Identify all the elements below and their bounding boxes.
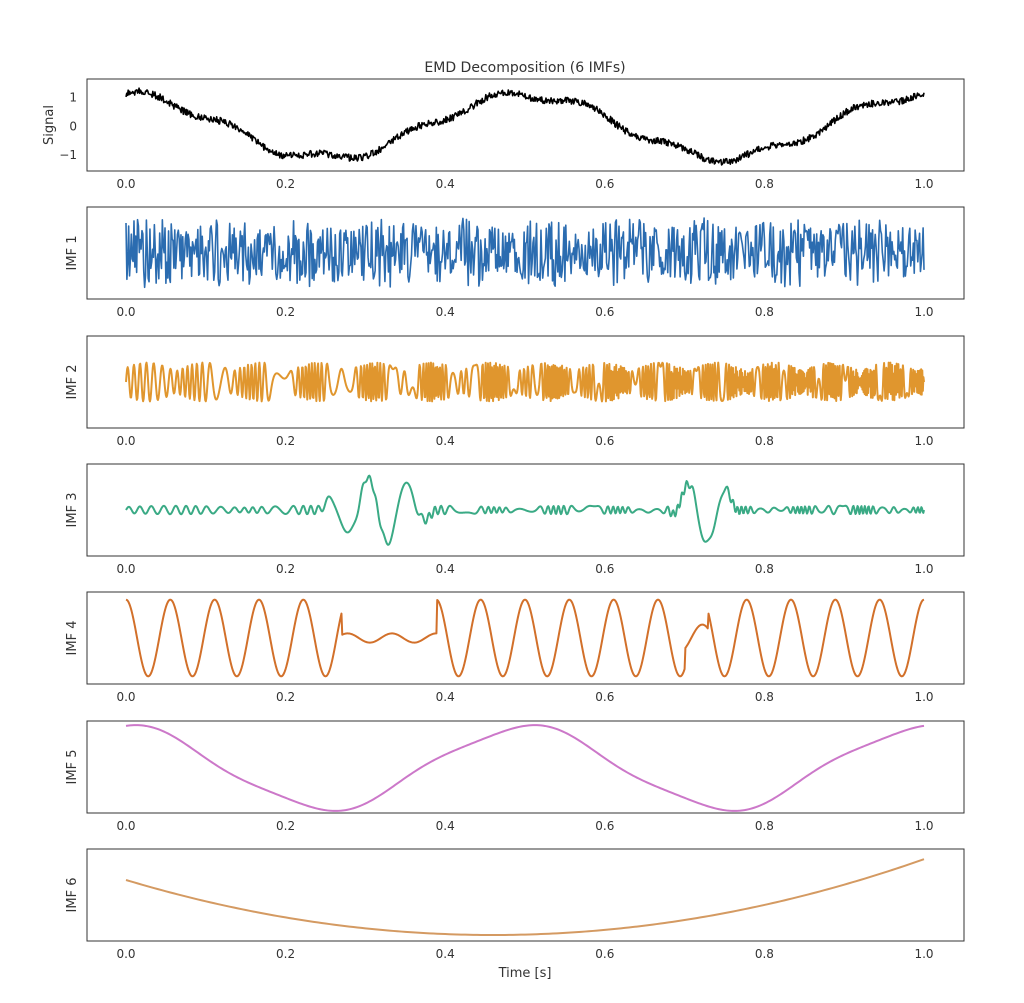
subplot-6: 0.0 0.2 0.4 0.6 0.8 1.0 IMF 5 [65,720,965,833]
x-tick-label: 0.4 [436,947,455,961]
x-tick-label: 0.2 [276,562,295,576]
chart-title: EMD Decomposition (6 IMFs) [424,60,625,76]
x-tick-label: 0.6 [595,305,614,319]
series-line-1 [125,87,925,166]
x-tick-label: 0.2 [276,434,295,448]
x-tick-label: 1.0 [914,690,933,704]
x-tick-label: 0.0 [116,690,135,704]
subplot-1: 0.0 0.2 0.4 0.6 0.8 1.0 Signal 1 0 −1 [42,78,965,191]
x-tick-label: 0.2 [276,819,295,833]
x-tick-label: 0.0 [116,819,135,833]
axes-frame [86,463,965,557]
subplot-stack: 0.0 0.2 0.4 0.6 0.8 1.0 Signal 1 0 −1 0.0 0.2 0.4 0.6… [42,78,965,961]
x-tick-label: 0.6 [595,947,614,961]
x-tick-label: 0.8 [755,690,774,704]
x-tick-label: 0.0 [116,177,135,191]
y-tick-label: −1 [59,148,77,162]
series-line-3 [125,361,925,403]
x-tick-label: 0.8 [755,819,774,833]
x-tick-label: 0.8 [755,434,774,448]
x-tick-label: 0.6 [595,177,614,191]
x-tick-label: 0.0 [116,562,135,576]
x-tick-label: 0.4 [436,819,455,833]
y-axis-label: IMF 4 [65,621,80,656]
x-tick-label: 0.4 [436,434,455,448]
axes-frame [86,720,965,814]
x-tick-label: 0.6 [595,434,614,448]
subplot-5: 0.0 0.2 0.4 0.6 0.8 1.0 IMF 4 [65,591,965,704]
subplot-4: 0.0 0.2 0.4 0.6 0.8 1.0 IMF 3 [65,463,965,576]
x-tick-label: 0.4 [436,690,455,704]
subplot-2: 0.0 0.2 0.4 0.6 0.8 1.0 IMF 1 [65,206,965,319]
y-axis-label: IMF 1 [65,236,80,271]
series-line-2 [125,217,925,289]
y-tick-label: 1 [69,91,77,105]
y-axis-label: Signal [42,105,57,145]
x-axis-label: Time [s] [498,966,552,981]
x-tick-label: 0.8 [755,305,774,319]
y-axis-label: IMF 3 [65,493,80,528]
x-tick-label: 1.0 [914,305,933,319]
subplot-7: 0.0 0.2 0.4 0.6 0.8 1.0 IMF 6 [65,848,965,961]
y-axis-label: IMF 2 [65,365,80,400]
x-tick-label: 0.4 [436,562,455,576]
x-tick-label: 0.4 [436,177,455,191]
y-tick-label: 0 [69,119,77,133]
x-tick-label: 0.4 [436,305,455,319]
x-tick-label: 0.2 [276,177,295,191]
x-tick-label: 0.2 [276,690,295,704]
x-tick-label: 0.0 [116,434,135,448]
x-tick-label: 0.6 [595,690,614,704]
y-axis-label: IMF 5 [65,750,80,785]
y-axis-label: IMF 6 [65,878,80,913]
axes-frame [86,335,965,429]
axes-frame [86,591,965,685]
x-tick-label: 0.0 [116,947,135,961]
x-tick-label: 0.6 [595,819,614,833]
axes-frame [86,848,965,942]
x-tick-label: 0.0 [116,305,135,319]
x-tick-label: 0.8 [755,562,774,576]
x-tick-label: 1.0 [914,562,933,576]
x-tick-label: 0.2 [276,305,295,319]
x-tick-label: 1.0 [914,819,933,833]
x-tick-label: 1.0 [914,434,933,448]
x-tick-label: 1.0 [914,947,933,961]
axes-frame [86,206,965,300]
series-line-4 [125,474,925,546]
series-line-5 [125,598,925,678]
series-line-7 [125,858,925,936]
x-tick-label: 0.8 [755,177,774,191]
x-tick-label: 0.6 [595,562,614,576]
series-line-6 [125,724,925,812]
x-tick-label: 1.0 [914,177,933,191]
x-tick-label: 0.8 [755,947,774,961]
axes-frame [86,78,965,172]
x-tick-label: 0.2 [276,947,295,961]
subplot-3: 0.0 0.2 0.4 0.6 0.8 1.0 IMF 2 [65,335,965,448]
